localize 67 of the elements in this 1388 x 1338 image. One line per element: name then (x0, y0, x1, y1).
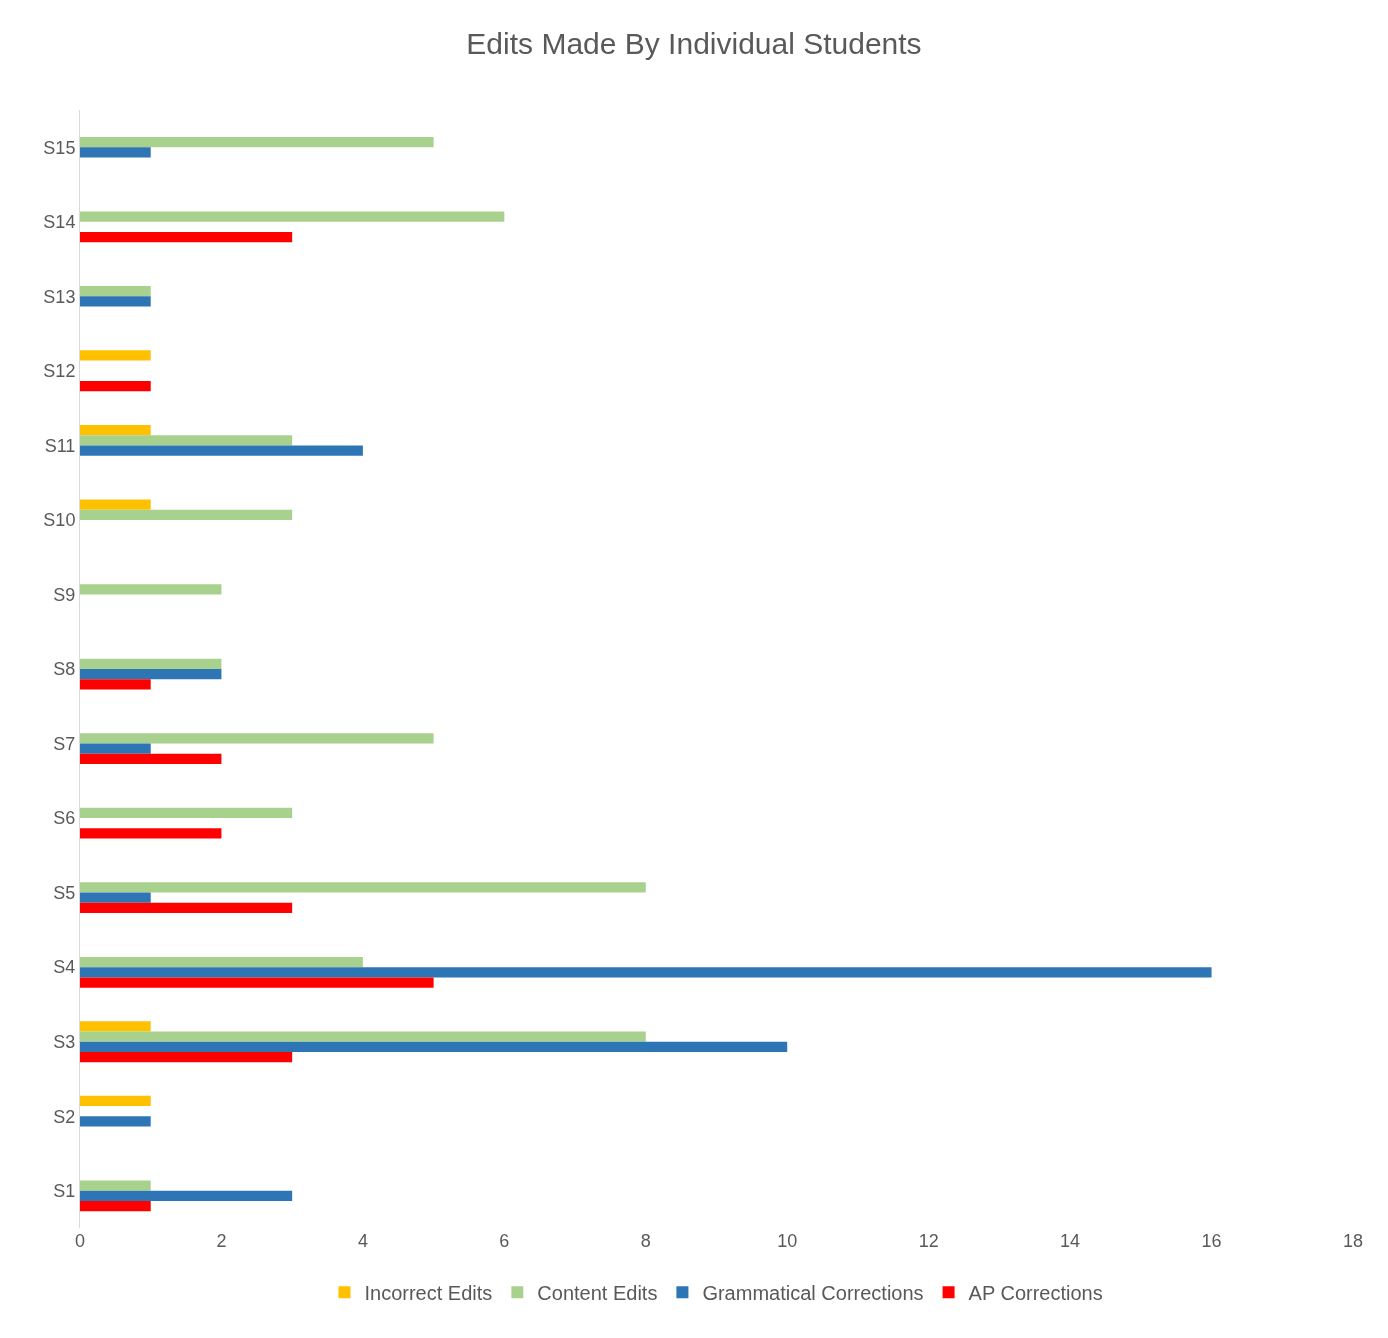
legend-label: AP Corrections (968, 1282, 1103, 1305)
bar (80, 977, 434, 988)
y-tick-label: S1 (53, 1181, 76, 1202)
legend-label: Incorrect Edits (364, 1282, 493, 1305)
y-tick-label: S3 (53, 1031, 76, 1052)
legend-label: Content Edits (537, 1282, 658, 1305)
x-tick-label: 4 (357, 1231, 368, 1251)
x-tick-label: 6 (499, 1231, 510, 1251)
x-tick-label: 14 (1060, 1231, 1081, 1251)
bar (80, 902, 293, 914)
bar (80, 584, 222, 595)
bar (80, 509, 293, 520)
bar (80, 807, 293, 819)
bar (80, 499, 151, 510)
bar (80, 424, 151, 436)
x-tick-label: 8 (640, 1231, 651, 1251)
bar (80, 753, 222, 765)
y-tick-label: S2 (53, 1106, 76, 1127)
y-tick-label: S15 (43, 137, 76, 158)
bar (80, 733, 434, 744)
bar (80, 956, 363, 968)
x-tick-label: 10 (777, 1231, 798, 1251)
bar (80, 296, 151, 307)
y-tick-label: S10 (43, 510, 76, 531)
y-tick-label: S12 (43, 361, 76, 382)
bar (80, 1041, 788, 1052)
bar (80, 828, 222, 839)
x-tick-label: 12 (918, 1231, 939, 1251)
bar (80, 967, 1212, 978)
bar (80, 286, 151, 297)
bar (80, 1190, 293, 1201)
x-tick-label: 2 (216, 1231, 227, 1251)
bar (80, 679, 151, 690)
bar (80, 445, 363, 456)
bar (80, 1116, 151, 1127)
y-tick-label: S7 (53, 733, 76, 754)
x-tick-label: 16 (1201, 1231, 1222, 1251)
y-tick-label: S9 (53, 584, 76, 605)
legend-label: Grammatical Corrections (702, 1282, 924, 1305)
bar (80, 892, 151, 903)
bar (80, 435, 293, 446)
bar (80, 211, 505, 222)
bar (80, 1180, 151, 1191)
bar (80, 1200, 151, 1212)
bar (80, 137, 434, 148)
bar (80, 669, 222, 680)
bar (80, 743, 151, 754)
bar (80, 147, 151, 158)
bar (80, 658, 222, 669)
bar (80, 1021, 151, 1032)
bar (80, 1095, 151, 1106)
y-tick-label: S11 (44, 435, 76, 456)
x-tick-label: 0 (74, 1231, 86, 1251)
bar (80, 381, 151, 392)
y-tick-label: S5 (53, 882, 76, 903)
y-tick-label: S14 (43, 212, 76, 233)
y-tick-label: S13 (43, 286, 76, 307)
y-tick-label: S4 (53, 957, 76, 978)
bar (80, 1051, 293, 1063)
x-tick-label: 18 (1342, 1231, 1364, 1251)
bar (80, 350, 151, 361)
bar (80, 1031, 646, 1042)
y-tick-label: S6 (53, 808, 76, 829)
bar (80, 232, 293, 243)
chart-title: Edits Made By Individual Students (466, 27, 922, 61)
bar (80, 882, 646, 893)
y-tick-label: S8 (53, 659, 76, 680)
